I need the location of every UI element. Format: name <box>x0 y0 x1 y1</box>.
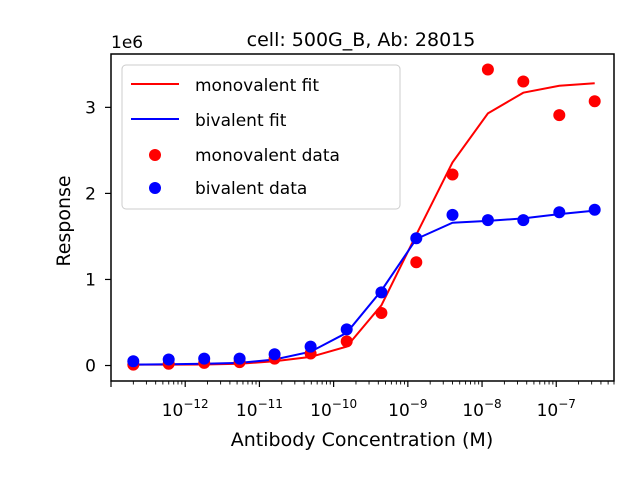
legend-label-monovalent-fit: monovalent fit <box>195 76 319 96</box>
x-tick-label: 10−10 <box>310 397 357 421</box>
data-point-bivalent-data <box>410 232 423 245</box>
data-point-bivalent-data <box>481 214 494 227</box>
legend-swatch-monovalent-data <box>149 149 161 161</box>
data-point-bivalent-data <box>127 355 140 368</box>
data-point-bivalent-data <box>517 214 530 227</box>
data-point-bivalent-data <box>268 348 281 361</box>
x-tick-label: 10−8 <box>462 397 501 421</box>
data-point-bivalent-data <box>588 203 601 216</box>
data-point-bivalent-data <box>375 286 388 299</box>
data-point-monovalent-data <box>517 75 530 88</box>
legend: monovalent fit bivalent fit monovalent d… <box>121 64 401 210</box>
data-point-monovalent-data <box>375 307 388 319</box>
y-tick-label: 3 <box>85 98 96 118</box>
y-tick-label: 2 <box>85 184 96 204</box>
y-axis: 0 1 2 3 <box>85 98 111 377</box>
y-tick-label: 1 <box>85 270 96 290</box>
legend-swatch-bivalent-data <box>149 182 161 194</box>
data-point-monovalent-data <box>553 109 566 122</box>
x-axis-label: Antibody Concentration (M) <box>231 429 493 451</box>
data-point-bivalent-data <box>304 340 317 353</box>
data-point-monovalent-data <box>410 256 423 269</box>
y-offset-label: 1e6 <box>111 33 143 53</box>
y-axis-label: Response <box>53 175 75 266</box>
x-tick-label: 10−11 <box>236 397 283 421</box>
legend-label-bivalent-fit: bivalent fit <box>195 111 287 131</box>
data-point-bivalent-data <box>553 206 566 219</box>
x-tick-label: 10−9 <box>388 397 427 421</box>
x-axis: 10−12 10−11 10−10 10−9 10−8 10−7 <box>110 381 615 421</box>
data-point-bivalent-data <box>198 352 211 365</box>
data-point-bivalent-data <box>446 208 459 221</box>
legend-label-bivalent-data: bivalent data <box>195 179 307 199</box>
chart-title: cell: 500G_B, Ab: 28015 <box>247 29 476 51</box>
data-point-monovalent-data <box>588 95 601 108</box>
x-tick-label: 10−12 <box>162 397 209 421</box>
y-tick-label: 0 <box>85 357 96 377</box>
legend-frame <box>121 64 401 210</box>
data-point-monovalent-data <box>340 335 353 348</box>
data-point-monovalent-data <box>481 63 494 76</box>
plot-area <box>127 63 601 371</box>
data-point-bivalent-data <box>162 353 175 366</box>
plot-frame <box>110 53 615 382</box>
data-point-bivalent-data <box>340 323 353 336</box>
x-tick-label: 10−7 <box>537 397 576 421</box>
legend-label-monovalent-data: monovalent data <box>195 146 340 166</box>
data-point-monovalent-data <box>446 168 459 181</box>
data-point-bivalent-data <box>233 352 246 365</box>
